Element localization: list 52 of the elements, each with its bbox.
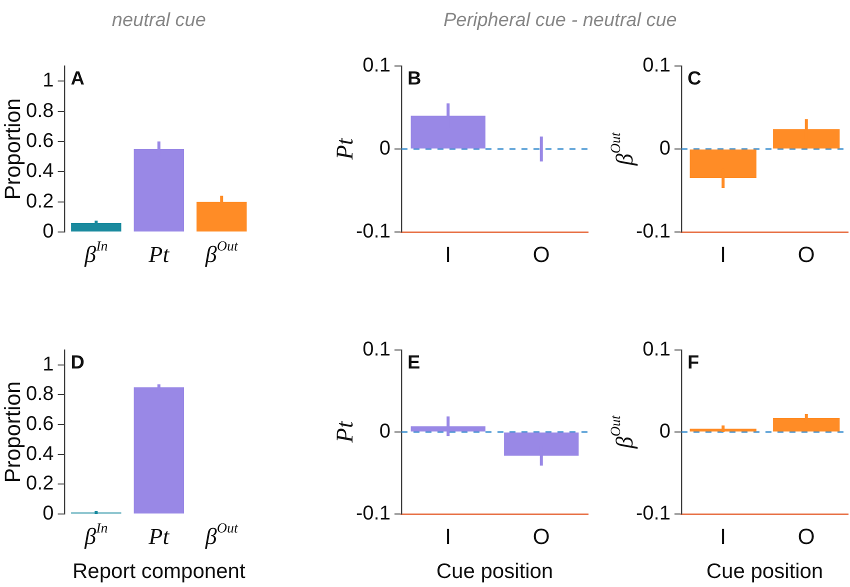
y-tick-label: 0.1	[642, 54, 670, 77]
y-tick-label: 0.8	[26, 383, 54, 406]
y-tick-label: 1	[42, 353, 54, 376]
x-tick-label: I	[720, 524, 726, 550]
y-tick-label: 1	[42, 70, 54, 92]
y-tick-label: -0.1	[636, 220, 670, 243]
chart-title: Peripheral cue - neutral cue	[443, 10, 677, 32]
y-axis-title: Proportion	[0, 98, 26, 200]
y-axis-title: Pt	[332, 420, 358, 444]
y-tick-label: 0	[42, 502, 54, 525]
y-axis-title: βOut	[609, 131, 638, 166]
y-axis-title: Pt	[332, 137, 358, 161]
x-axis-title: Cue position	[706, 560, 824, 583]
y-tick-label: 0.6	[26, 130, 54, 152]
y-tick-label: 0	[659, 138, 670, 160]
y-tick-label: -0.1	[356, 502, 390, 525]
y-tick-label: 0	[379, 138, 390, 160]
y-tick-label: 0.2	[26, 190, 54, 212]
x-tick-label: I	[720, 242, 726, 268]
y-tick-label: 0	[379, 420, 390, 443]
y-tick-label: 0	[659, 420, 670, 443]
x-tick-label: O	[532, 524, 550, 550]
y-tick-label: 0.1	[642, 338, 670, 361]
annotation: E	[407, 352, 420, 374]
y-tick-label: 0.4	[26, 442, 54, 465]
x-tick-label: O	[798, 242, 815, 268]
y-tick-label: 0.1	[362, 338, 390, 361]
x-axis-title: Cue position	[436, 560, 554, 583]
x-tick-label: I	[445, 524, 452, 550]
x-tick-label: O	[798, 524, 815, 550]
annotation: D	[70, 352, 85, 374]
annotation: F	[687, 352, 700, 374]
annotation: C	[687, 68, 702, 90]
x-tick-label: Pt	[148, 242, 170, 268]
y-tick-label: 0.4	[26, 160, 54, 182]
x-tick-label: Pt	[148, 524, 170, 550]
y-tick-label: -0.1	[356, 220, 390, 243]
y-axis-title: βOut	[609, 414, 638, 450]
y-tick-label: 0.6	[26, 413, 54, 436]
bar	[71, 222, 122, 232]
x-tick-label: I	[445, 242, 452, 268]
y-axis-title: Proportion	[0, 381, 26, 483]
annotation: A	[70, 68, 85, 90]
y-tick-label: 0.2	[26, 472, 54, 495]
x-tick-label: O	[532, 242, 550, 268]
y-tick-label: 0.1	[362, 54, 390, 77]
x-axis-title: Report component	[72, 560, 246, 583]
chart-title: neutral cue	[112, 10, 206, 32]
annotation: B	[407, 68, 422, 90]
y-tick-label: 0	[42, 220, 54, 243]
y-tick-label: 0.8	[26, 100, 54, 122]
y-tick-label: -0.1	[636, 502, 670, 525]
